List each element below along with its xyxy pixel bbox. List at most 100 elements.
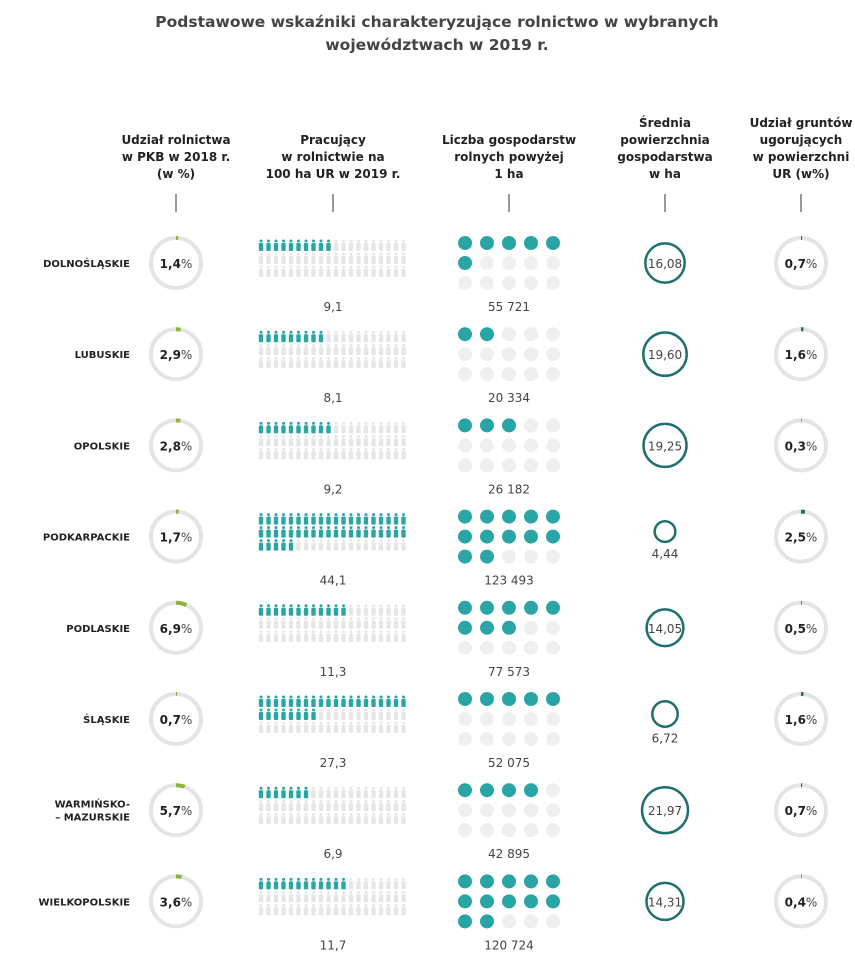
farm-dot	[546, 347, 560, 362]
worker-head	[364, 265, 368, 269]
worker-body	[371, 712, 376, 720]
farm-dot	[480, 823, 494, 838]
worker-body	[326, 803, 331, 812]
farm-dots	[458, 692, 560, 746]
farm-dot	[480, 438, 494, 453]
gdp-arc	[149, 509, 203, 564]
worker-body	[356, 881, 361, 890]
worker-body	[393, 725, 399, 733]
worker-body	[356, 894, 361, 903]
worker-body	[378, 334, 384, 343]
worker-body	[258, 269, 264, 277]
farm-dots	[458, 418, 560, 473]
worker-body	[333, 516, 339, 525]
worker-head	[297, 421, 300, 425]
worker-body	[333, 816, 339, 825]
worker-head	[282, 695, 285, 699]
worker-head	[387, 343, 390, 347]
worker-body	[378, 633, 384, 642]
worker-head	[357, 447, 360, 451]
worker-body	[296, 803, 301, 812]
worker-body	[371, 438, 376, 447]
worker-body	[288, 712, 294, 720]
worker-body	[386, 542, 391, 551]
farm-dots	[458, 600, 560, 655]
worker-head	[282, 330, 285, 334]
worker-body	[311, 269, 316, 277]
worker-head	[342, 539, 345, 543]
farm-dot	[524, 600, 538, 615]
worker-head	[304, 799, 308, 803]
worker-body	[348, 816, 354, 825]
worker-head	[387, 239, 390, 243]
worker-body	[341, 907, 346, 916]
column-header: ugorujących	[760, 133, 843, 147]
worker-head	[364, 630, 368, 634]
worker-body	[356, 803, 361, 812]
worker-head	[327, 513, 330, 517]
worker-head	[349, 877, 353, 881]
worker-head	[372, 877, 375, 881]
worker-head	[372, 903, 375, 907]
worker-body	[356, 360, 361, 369]
worker-body	[311, 725, 316, 733]
worker-head	[387, 330, 390, 334]
region-label: OPOLSKIE	[74, 441, 130, 452]
worker-body	[401, 894, 406, 903]
worker-head	[372, 252, 375, 256]
gdp-arc	[149, 692, 203, 746]
worker-head	[259, 526, 263, 530]
worker-body	[326, 256, 331, 264]
worker-head	[379, 617, 383, 621]
worker-body	[333, 529, 339, 538]
worker-head	[274, 513, 278, 517]
worker-body	[273, 816, 279, 825]
area-label: 4,44	[652, 547, 679, 561]
worker-head	[304, 447, 308, 451]
worker-head	[297, 812, 300, 816]
worker-head	[304, 421, 308, 425]
worker-body	[393, 529, 399, 538]
worker-body	[318, 438, 324, 447]
worker-head	[282, 877, 285, 881]
worker-body	[311, 790, 316, 799]
worker-icons	[258, 421, 406, 460]
worker-head	[364, 421, 368, 425]
worker-body	[378, 725, 384, 733]
worker-body	[281, 699, 286, 707]
worker-head	[334, 903, 338, 907]
worker-body	[356, 529, 361, 538]
value-label: 2,5%	[785, 531, 818, 545]
worker-head	[304, 604, 308, 608]
worker-body	[303, 894, 309, 903]
worker-body	[318, 425, 324, 434]
worker-head	[387, 877, 390, 881]
worker-head	[379, 721, 383, 725]
worker-body	[326, 633, 331, 642]
worker-head	[319, 330, 323, 334]
worker-body	[356, 712, 361, 720]
worker-head	[402, 695, 405, 699]
farm-dot	[546, 509, 560, 524]
worker-body	[386, 451, 391, 460]
farm-dot	[480, 236, 494, 250]
value-label: 1,6%	[785, 348, 818, 362]
worker-head	[259, 786, 263, 790]
worker-body	[311, 607, 316, 616]
worker-head	[342, 786, 345, 790]
value-label: 0,7%	[785, 804, 818, 818]
farm-dot	[524, 367, 538, 382]
worker-body	[386, 633, 391, 642]
worker-head	[372, 539, 375, 543]
worker-head	[364, 434, 368, 438]
worker-body	[341, 816, 346, 825]
worker-head	[274, 356, 278, 360]
region-label: WIELKOPOLSKIE	[39, 897, 131, 908]
worker-body	[363, 620, 369, 629]
worker-body	[363, 360, 369, 369]
worker-body	[393, 425, 399, 434]
workers-label: 8,1	[323, 391, 342, 405]
worker-body	[296, 347, 301, 356]
farm-dot	[480, 418, 494, 433]
worker-head	[334, 239, 338, 243]
